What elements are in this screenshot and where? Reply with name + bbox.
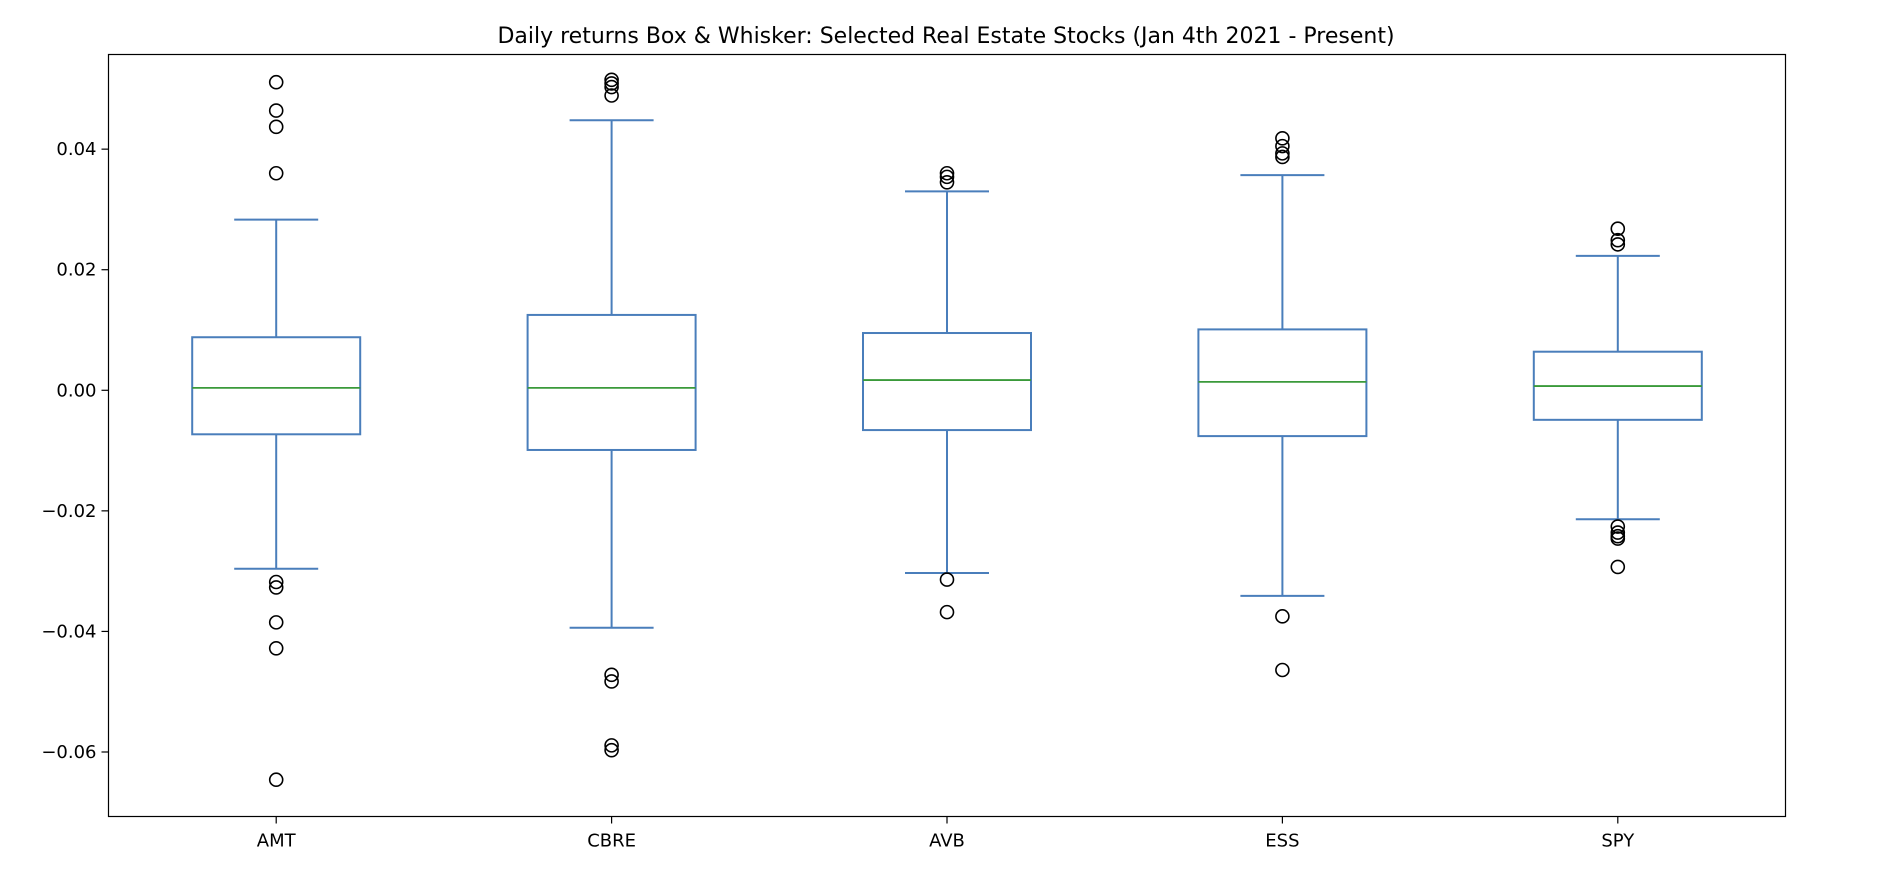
- chart-title: Daily returns Box & Whisker: Selected Re…: [497, 24, 1394, 49]
- outlier-point: [268, 165, 284, 181]
- box-spy: [1532, 221, 1703, 575]
- iqr-box: [1197, 328, 1368, 438]
- outlier-point: [1275, 146, 1290, 161]
- y-tick-label: −0.06: [41, 742, 96, 763]
- outlier-point: [1610, 519, 1626, 534]
- box-avb: [862, 165, 1032, 620]
- y-axis: 0.04 0.02 0.00 −0.02 −0.04 −0.06: [41, 139, 109, 763]
- outlier-point: [604, 674, 619, 689]
- outlier-point: [604, 742, 619, 758]
- box-ess: [1197, 130, 1368, 678]
- outlier-point: [604, 738, 619, 753]
- outlier-point: [1275, 662, 1290, 678]
- outlier-point: [268, 641, 284, 656]
- outlier-point: [268, 772, 284, 788]
- outlier-point: [1610, 559, 1626, 575]
- y-tick-label: 0.00: [56, 380, 96, 401]
- iqr-box: [526, 313, 697, 451]
- x-tick-label: AVB: [929, 831, 965, 852]
- outlier-point: [268, 74, 284, 90]
- outlier-point: [939, 604, 955, 620]
- y-tick-label: 0.02: [56, 260, 96, 281]
- y-tick-label: 0.04: [56, 139, 96, 160]
- outlier-point: [939, 572, 955, 587]
- y-tick-label: −0.04: [41, 621, 96, 642]
- x-tick-label: CBRE: [587, 831, 636, 852]
- outlier-point: [1610, 221, 1626, 237]
- outlier-point: [1275, 130, 1290, 146]
- outlier-point: [1610, 525, 1626, 540]
- outlier-point: [1275, 138, 1290, 154]
- box-series-group: [191, 72, 1703, 788]
- outlier-point: [604, 667, 619, 683]
- y-tick-label: −0.02: [41, 501, 96, 522]
- outlier-point: [604, 79, 619, 95]
- outlier-point: [939, 169, 955, 185]
- box-amt: [191, 74, 362, 788]
- outlier-point: [1610, 237, 1626, 252]
- x-axis: AMT CBRE AVB ESS SPY: [257, 816, 1635, 852]
- iqr-box: [862, 332, 1032, 432]
- x-tick-label: ESS: [1265, 831, 1299, 852]
- outlier-point: [268, 580, 284, 595]
- x-tick-label: AMT: [257, 831, 297, 852]
- outlier-point: [268, 103, 284, 118]
- outlier-point: [604, 76, 619, 91]
- iqr-box: [191, 336, 362, 436]
- outlier-point: [604, 72, 619, 88]
- outlier-point: [1610, 232, 1626, 248]
- outlier-point: [1275, 609, 1290, 624]
- box-cbre: [526, 72, 697, 758]
- outlier-point: [268, 119, 284, 135]
- outlier-point: [268, 615, 284, 630]
- outlier-point: [1275, 149, 1290, 165]
- x-tick-label: SPY: [1601, 831, 1635, 852]
- outlier-point: [268, 574, 284, 590]
- outlier-point: [939, 175, 955, 190]
- outlier-point: [1610, 531, 1626, 546]
- outlier-point: [604, 88, 619, 103]
- outlier-point: [939, 165, 955, 181]
